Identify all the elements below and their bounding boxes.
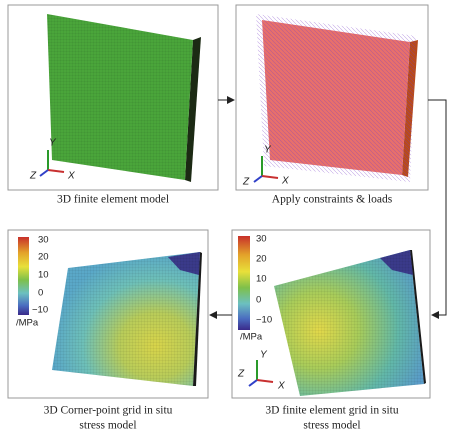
caption: stress model — [79, 420, 136, 432]
axis-label: X — [67, 171, 75, 182]
colorbar-label: 10 — [256, 274, 267, 285]
axis-z — [39, 169, 49, 177]
axis-label: X — [277, 381, 285, 392]
axis-z — [253, 175, 263, 183]
flow-arrow — [428, 99, 447, 319]
axis-z — [248, 379, 258, 387]
colorbar-unit: /MPa — [16, 318, 39, 329]
plate-mesh — [47, 14, 193, 180]
colorbar-label: 20 — [256, 254, 267, 265]
colorbar-label: 10 — [38, 270, 49, 281]
plate-edge — [185, 37, 201, 182]
axis-triad: Y X Z — [237, 350, 285, 392]
colorbar-label: 30 — [38, 235, 49, 246]
colorbar — [18, 237, 29, 315]
colorbar-unit: /MPa — [240, 332, 263, 343]
load-vectors — [256, 14, 416, 182]
axis-x — [256, 379, 274, 383]
axis-label: Z — [237, 369, 245, 380]
axis-x — [47, 169, 65, 173]
panel-frame — [235, 4, 429, 191]
plate-mesh — [274, 250, 424, 396]
axis-triad: Y X Z — [29, 138, 75, 182]
axis-triad: Y X Z — [242, 145, 289, 188]
caption: 3D Corner-point grid in situ — [44, 405, 173, 417]
panel-frame — [7, 229, 209, 399]
colorbar-label: −10 — [256, 315, 272, 326]
panel-frame — [231, 229, 431, 399]
caption: stress model — [303, 420, 360, 432]
colorbar-label: 30 — [256, 234, 267, 245]
caption: Apply constraints & loads — [272, 194, 393, 206]
plate-edge — [410, 250, 426, 384]
caption: 3D finite element grid in situ — [265, 405, 398, 417]
panel-frame — [7, 4, 219, 191]
axis-label: Y — [49, 138, 57, 149]
axis-x — [261, 175, 279, 179]
colorbar-label: 0 — [38, 288, 43, 299]
plate-edge — [193, 252, 202, 386]
axis-label: X — [281, 176, 289, 187]
axis-label: Z — [29, 171, 37, 182]
colorbar — [238, 236, 250, 330]
plate-mesh — [52, 252, 200, 386]
colorbar-label: 20 — [38, 252, 49, 263]
colorbar-label: 0 — [256, 295, 261, 306]
axis-label: Z — [242, 177, 250, 188]
colorbar-label: −10 — [32, 305, 48, 316]
axis-label: Y — [264, 145, 272, 156]
caption: 3D finite element model — [57, 194, 169, 206]
axis-label: Y — [260, 350, 268, 361]
